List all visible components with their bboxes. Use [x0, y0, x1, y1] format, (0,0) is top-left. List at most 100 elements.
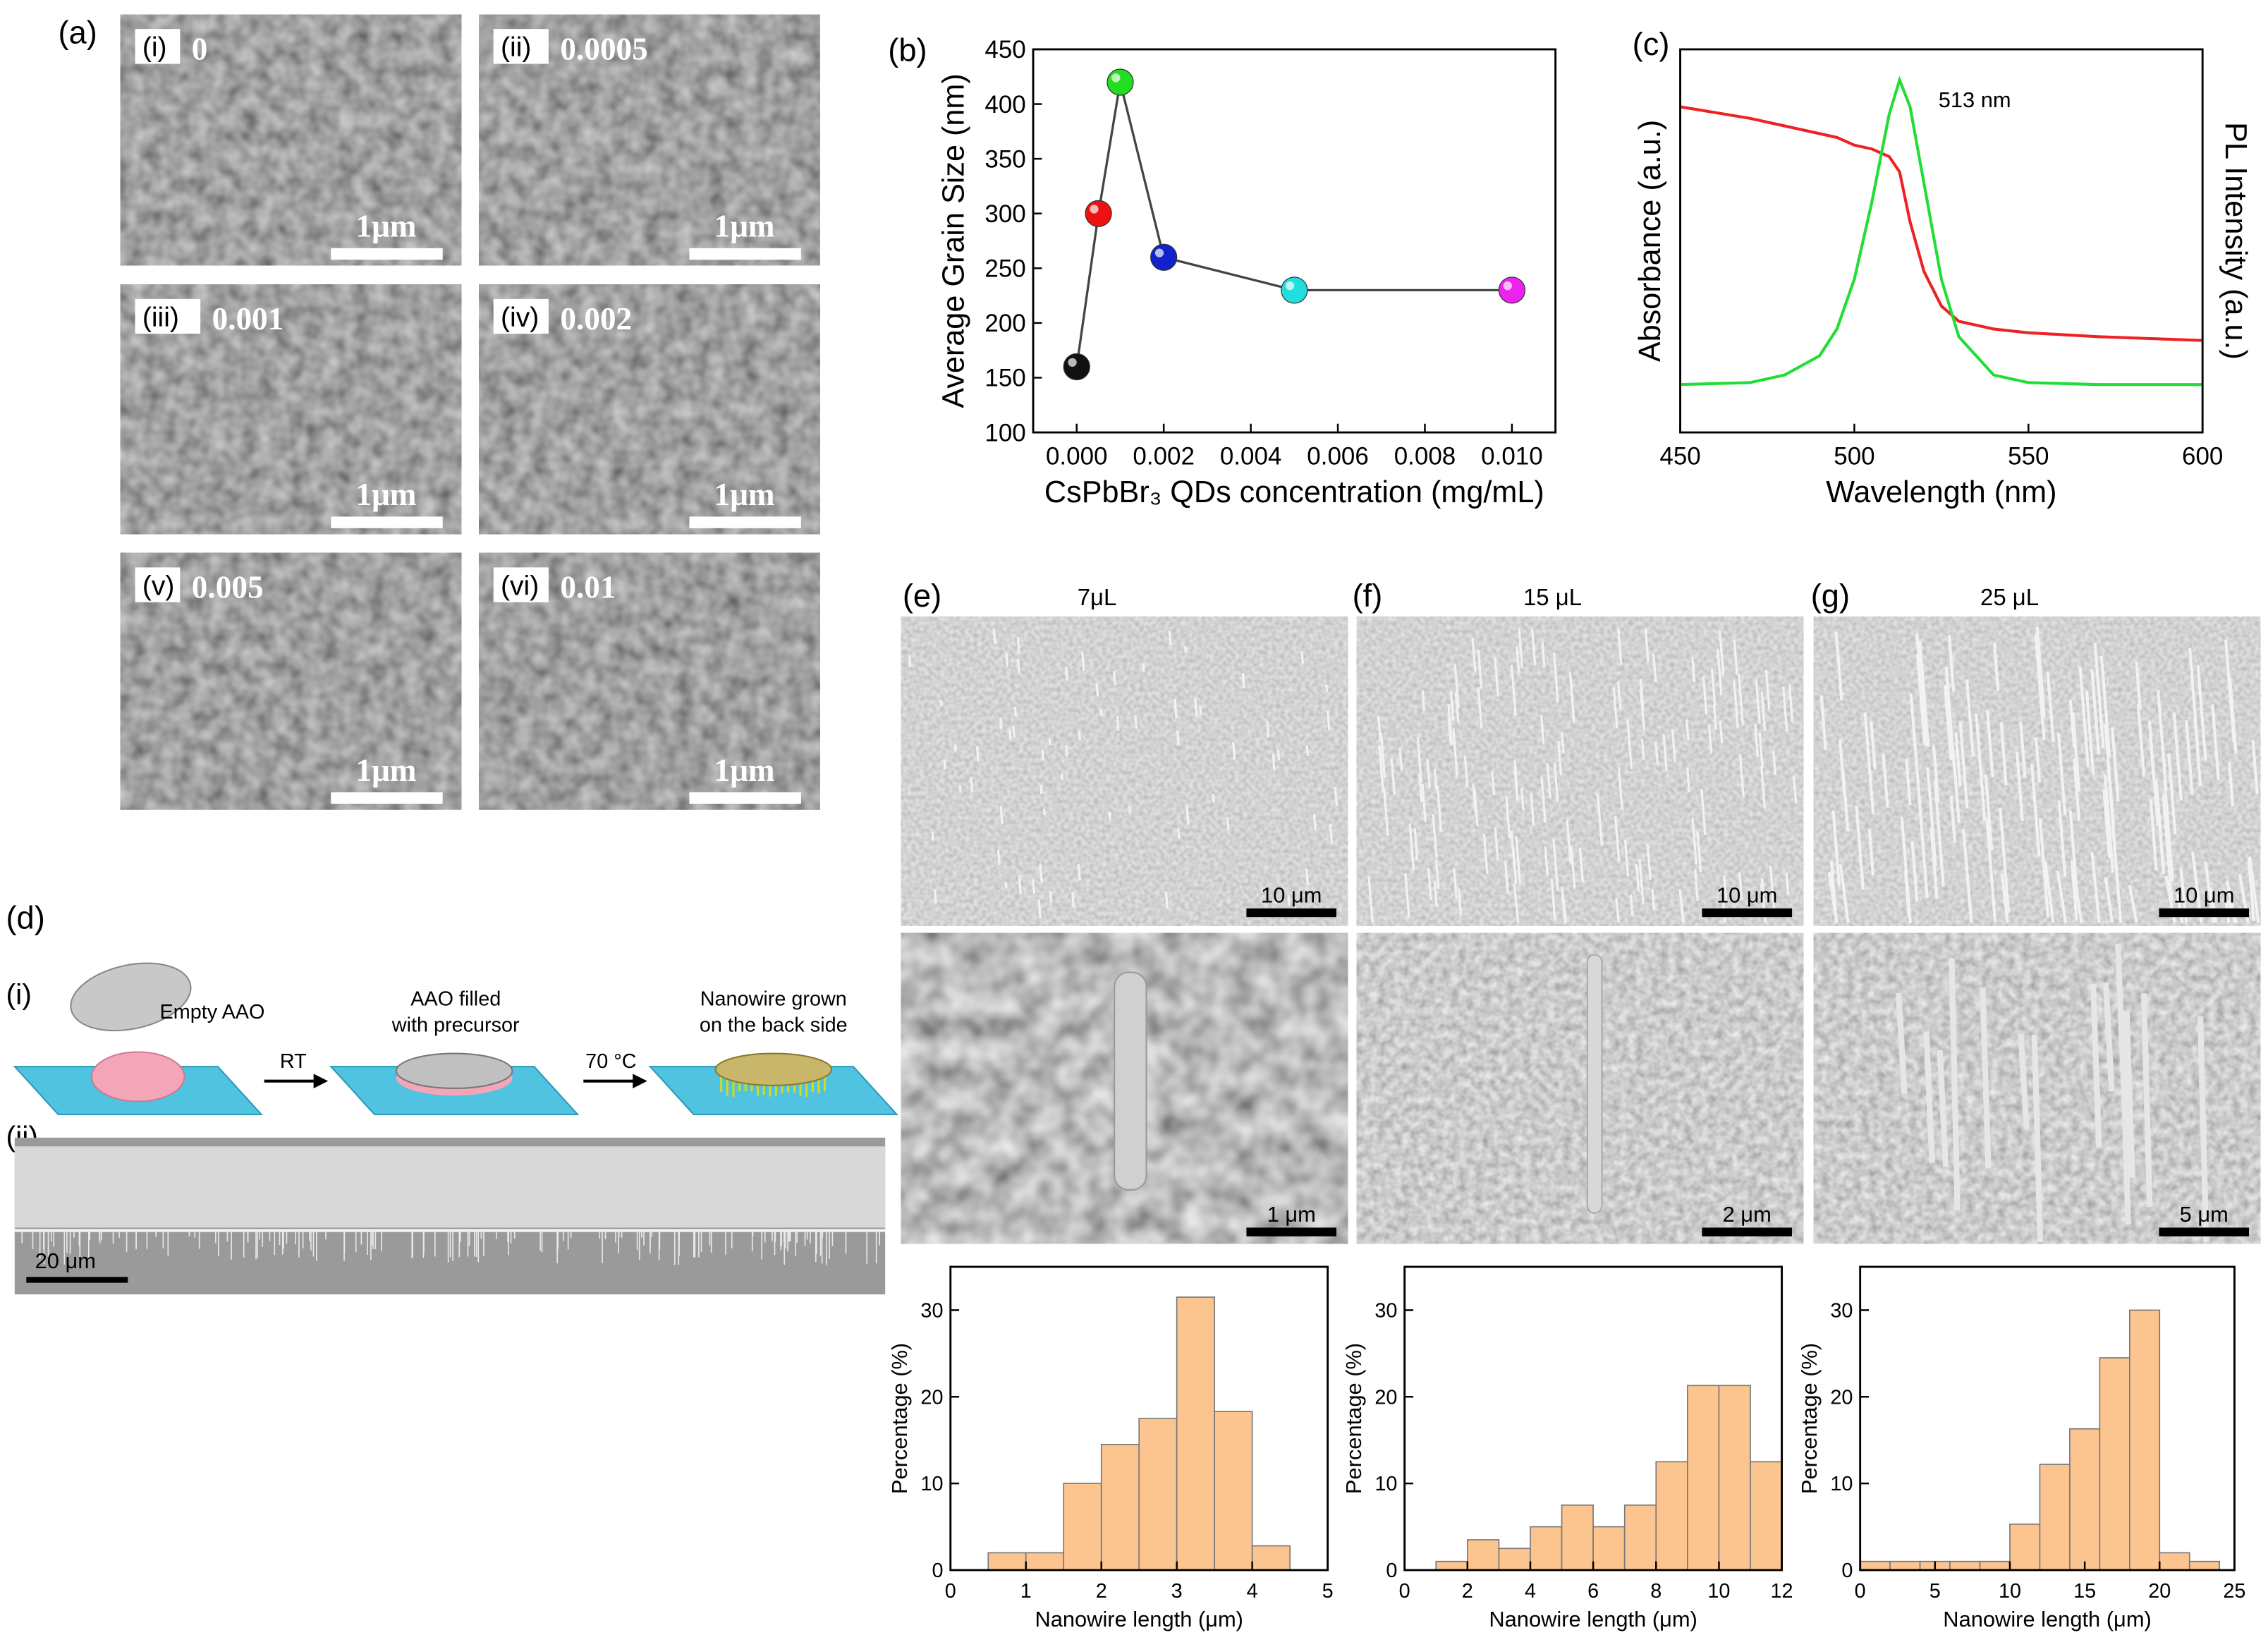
nanowire [1685, 719, 1690, 741]
y-axis-label: Percentage (%) [1341, 1343, 1366, 1494]
nanowire [1738, 754, 1745, 798]
volume-label: 25 μL [1980, 584, 2039, 610]
nanowire [1635, 863, 1640, 892]
step-label: on the back side [700, 1014, 848, 1037]
axes-frame [949, 1265, 1329, 1572]
bar [1025, 1552, 1065, 1571]
x-tick-label: 2 [1096, 1580, 1107, 1603]
tag-box [493, 298, 549, 334]
nanowire [1792, 775, 1798, 804]
scale-label: 20 μm [35, 1248, 96, 1273]
nanowire [1540, 777, 1547, 823]
bar [1859, 1560, 1891, 1571]
scale-bar [1702, 908, 1792, 918]
nanowire [1541, 641, 1546, 667]
nanowire [953, 744, 957, 752]
scale-label: 5 μm [2180, 1202, 2229, 1227]
scale-bar [2159, 908, 2250, 918]
y-tick-label: 0 [1841, 1560, 1853, 1582]
x-axis-label: Nanowire length (μm) [1943, 1607, 2151, 1631]
nanowire [1929, 827, 1939, 899]
bar [1498, 1548, 1531, 1571]
nanowire [1827, 871, 1839, 923]
data-line [1075, 82, 1512, 367]
y-tick-label: 20 [1830, 1386, 1853, 1409]
x-tick-label: 2 [1462, 1580, 1473, 1603]
bar [2188, 1560, 2221, 1571]
nanowire [933, 889, 937, 904]
nanowire [1737, 674, 1745, 726]
nanowire [1185, 804, 1190, 825]
nanowire [2111, 727, 2120, 802]
nanowire [1513, 883, 1520, 923]
nanowire [1418, 774, 1423, 803]
nanowire [2188, 648, 2200, 746]
nanowire [1449, 691, 1455, 721]
nanowire [1421, 690, 1426, 712]
x-tick-label: 15 [2073, 1580, 2096, 1603]
concentration-label: 0.005 [192, 570, 264, 605]
nanowire [1491, 771, 1496, 796]
concentration-label: 0.0005 [560, 31, 647, 66]
highlight [1068, 358, 1077, 367]
x-tick-label: 8 [1650, 1580, 1662, 1603]
y-tick-label: 0 [1386, 1560, 1397, 1582]
chart: 0 2 4 6 8 10 12 0 10 20 30 Nanowire length (μm) Perc… [1341, 1265, 1793, 1631]
nanowire [1694, 869, 1699, 901]
axes-frame [1032, 48, 1557, 434]
y-tick-label: 400 [984, 91, 1025, 118]
nanowire [2128, 885, 2138, 923]
nanowire [1272, 753, 1276, 770]
nanowire [1707, 724, 1713, 754]
nanowire [1463, 755, 1469, 788]
nanowire [2034, 737, 2042, 783]
nanowire [2135, 661, 2142, 710]
x-tick-label: 4 [1247, 1580, 1258, 1603]
nanowire [2154, 779, 2165, 870]
nanowire [1300, 651, 1305, 664]
scale-bar [689, 248, 801, 260]
nanowire [1616, 681, 1622, 710]
x-tick-label: 10 [1999, 1580, 2021, 1603]
y-tick-label: 10 [920, 1473, 943, 1495]
nanowire [1433, 881, 1438, 908]
nanowire [2035, 626, 2046, 717]
nanowire [1513, 760, 1518, 789]
x-tick-label: 550 [2008, 442, 2049, 470]
nanowire [1654, 741, 1659, 765]
nanowire [2031, 1034, 2044, 1243]
scale-bar [2159, 1227, 2250, 1236]
nanowire [1617, 767, 1624, 810]
nanowire [1164, 891, 1169, 909]
nanowire [1434, 859, 1440, 889]
nanowire [975, 746, 980, 762]
nanowire [1482, 833, 1489, 874]
bar [1467, 1539, 1500, 1571]
arrow-label: RT [280, 1050, 307, 1073]
y-tick-label: 20 [1374, 1386, 1397, 1409]
nanowire [1005, 652, 1009, 667]
nanowire [2114, 944, 2127, 1083]
nanowire [1504, 861, 1509, 894]
step-label: Nanowire grown [700, 988, 847, 1011]
data-line [1680, 105, 2203, 342]
x-tick-label: 0.010 [1481, 442, 1543, 470]
nanowire [1764, 669, 1771, 710]
nanowire [1712, 704, 1717, 730]
aao-with-wires [714, 1052, 833, 1086]
volume-label: 7μL [1078, 584, 1117, 610]
nanowire [1566, 820, 1572, 864]
tag-label: (iv) [501, 303, 539, 333]
nanowire [1723, 875, 1728, 903]
concentration-label: 0 [192, 31, 208, 66]
nanowire [2251, 739, 2259, 794]
y-axis-label: Percentage (%) [1797, 1343, 1822, 1494]
nanowire [1199, 706, 1202, 715]
nanowire [2136, 703, 2146, 777]
nanowire [1640, 691, 1645, 731]
nanowire [2099, 655, 2111, 757]
nanowire [2056, 870, 2068, 923]
nanowire [1018, 875, 1023, 894]
y-tick-label: 300 [984, 200, 1025, 228]
